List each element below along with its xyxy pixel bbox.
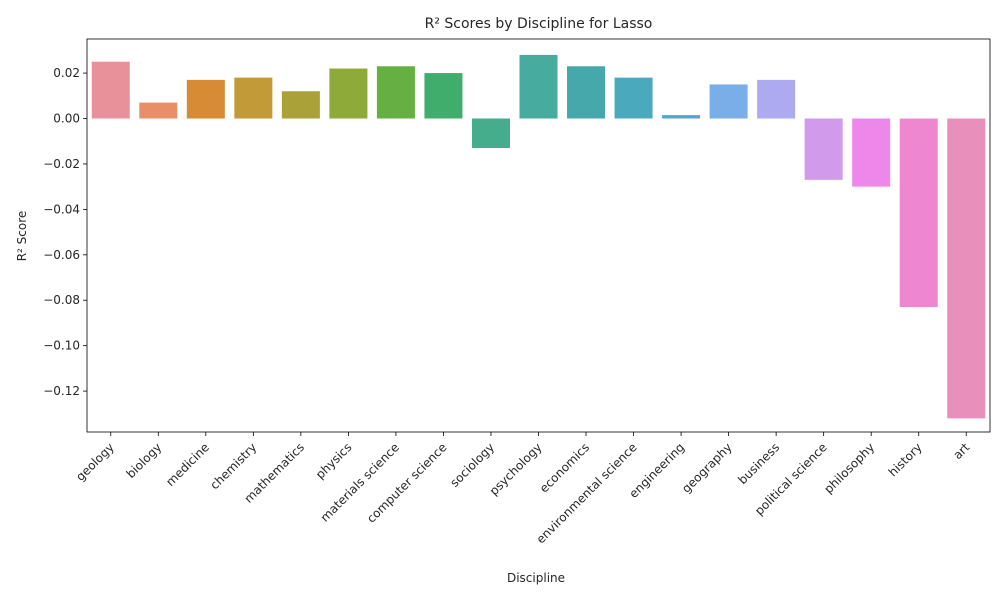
bar-sociology [471, 118, 510, 149]
bar-computer-science [424, 73, 463, 119]
x-axis-ticks: geology biologymedicinechemistrymathemati… [73, 432, 973, 546]
bar-political-science [804, 118, 843, 180]
x-tick-label: geography [679, 440, 735, 496]
x-tick-label: sociology [447, 440, 497, 490]
y-tick-label: −0.10 [43, 339, 80, 353]
y-tick-label: −0.02 [43, 157, 80, 171]
x-tick-label: history [886, 440, 925, 479]
plot-frame [86, 38, 991, 433]
x-tick-label: business [735, 440, 782, 487]
y-axis-label: R² Score [15, 211, 29, 262]
y-tick-label: 0.02 [53, 66, 80, 80]
bar-geography [709, 84, 748, 119]
bar-business [757, 79, 796, 119]
x-tick-label: biology [124, 440, 165, 481]
y-tick-label: −0.12 [43, 384, 80, 398]
bar-chemistry [234, 77, 273, 119]
x-tick-label: materials science [318, 440, 402, 524]
bar-materials-science [376, 66, 415, 119]
bar-medicine [186, 79, 225, 119]
bar-geology [91, 61, 130, 119]
x-tick-label: environmental science [534, 440, 640, 546]
bar-engineering [662, 115, 701, 119]
x-tick-label: geology [73, 440, 117, 484]
chart-title: R² Scores by Discipline for Lasso [425, 16, 653, 32]
bar-environmental-science [614, 77, 653, 119]
bar-history [899, 118, 938, 308]
bar-biology [139, 102, 178, 119]
bar-art [947, 118, 986, 419]
x-tick-label: computer science [364, 440, 449, 525]
y-tick-label: 0.00 [53, 112, 80, 126]
x-tick-label: philosophy [821, 440, 877, 496]
x-tick-label: art [950, 440, 972, 462]
bar-philosophy [852, 118, 891, 187]
bars-group [91, 54, 986, 419]
x-axis-label: Discipline [507, 571, 565, 585]
x-tick-label: physics [313, 440, 355, 482]
bar-physics [329, 68, 368, 119]
y-axis-ticks: 0.02 0.00 −0.02 −0.04 −0.06 −0.08 −0.10 −0.12 [43, 66, 87, 398]
bar-psychology [519, 54, 558, 119]
bar-economics [567, 66, 606, 119]
bar-mathematics [281, 91, 320, 119]
y-tick-label: −0.06 [43, 248, 80, 262]
y-tick-label: −0.04 [43, 202, 80, 216]
y-tick-label: −0.08 [43, 293, 80, 307]
x-tick-label: medicine [163, 440, 212, 489]
